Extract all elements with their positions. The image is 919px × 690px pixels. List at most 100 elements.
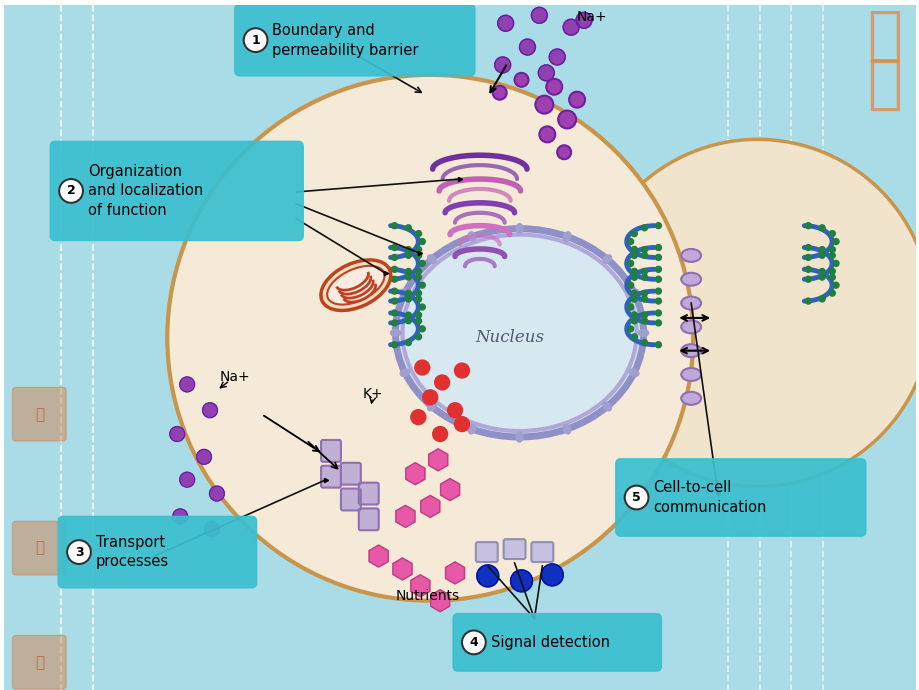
Circle shape bbox=[575, 12, 591, 28]
FancyBboxPatch shape bbox=[234, 4, 474, 76]
Circle shape bbox=[630, 253, 637, 258]
Circle shape bbox=[170, 426, 185, 442]
Circle shape bbox=[405, 318, 411, 324]
Text: Signal detection: Signal detection bbox=[490, 635, 609, 650]
Circle shape bbox=[391, 342, 397, 348]
Circle shape bbox=[510, 570, 532, 592]
FancyBboxPatch shape bbox=[531, 542, 552, 562]
Circle shape bbox=[641, 290, 647, 296]
Circle shape bbox=[411, 410, 425, 424]
Ellipse shape bbox=[395, 228, 643, 437]
Circle shape bbox=[549, 49, 564, 65]
Circle shape bbox=[405, 296, 411, 302]
Circle shape bbox=[627, 282, 633, 288]
Circle shape bbox=[584, 139, 919, 486]
Circle shape bbox=[654, 266, 661, 273]
Circle shape bbox=[414, 360, 429, 375]
Circle shape bbox=[654, 276, 661, 282]
Circle shape bbox=[818, 253, 824, 258]
Circle shape bbox=[627, 304, 633, 310]
Circle shape bbox=[391, 244, 397, 250]
Circle shape bbox=[419, 326, 425, 332]
Circle shape bbox=[818, 274, 824, 280]
Circle shape bbox=[654, 310, 661, 316]
Ellipse shape bbox=[400, 289, 409, 297]
Circle shape bbox=[167, 75, 692, 601]
Ellipse shape bbox=[427, 402, 436, 411]
Circle shape bbox=[415, 268, 421, 275]
Circle shape bbox=[405, 339, 411, 346]
Circle shape bbox=[654, 223, 661, 228]
Circle shape bbox=[654, 298, 661, 304]
Ellipse shape bbox=[602, 255, 611, 264]
Circle shape bbox=[832, 260, 838, 266]
FancyBboxPatch shape bbox=[321, 466, 341, 488]
Text: 吉: 吉 bbox=[35, 541, 44, 555]
Circle shape bbox=[641, 225, 647, 230]
Circle shape bbox=[630, 230, 637, 237]
Circle shape bbox=[391, 320, 397, 326]
Circle shape bbox=[641, 296, 647, 302]
Ellipse shape bbox=[680, 368, 700, 381]
Circle shape bbox=[641, 339, 647, 346]
Circle shape bbox=[654, 320, 661, 326]
Circle shape bbox=[654, 255, 661, 260]
Text: 4: 4 bbox=[469, 636, 478, 649]
Circle shape bbox=[391, 276, 397, 282]
FancyBboxPatch shape bbox=[13, 387, 66, 441]
Circle shape bbox=[405, 225, 411, 230]
Text: Boundary and
permeability barrier: Boundary and permeability barrier bbox=[272, 23, 418, 57]
Circle shape bbox=[531, 8, 547, 23]
Circle shape bbox=[415, 290, 421, 296]
Text: Nucleus: Nucleus bbox=[474, 329, 543, 346]
Ellipse shape bbox=[562, 232, 570, 241]
Circle shape bbox=[391, 310, 397, 316]
Circle shape bbox=[804, 266, 811, 273]
Circle shape bbox=[630, 318, 637, 324]
Circle shape bbox=[204, 522, 219, 537]
Ellipse shape bbox=[516, 432, 522, 442]
Ellipse shape bbox=[680, 344, 700, 357]
Circle shape bbox=[434, 375, 449, 390]
FancyBboxPatch shape bbox=[615, 459, 865, 536]
Circle shape bbox=[804, 244, 811, 250]
Circle shape bbox=[197, 449, 211, 464]
Circle shape bbox=[173, 509, 187, 524]
Circle shape bbox=[630, 275, 637, 280]
Circle shape bbox=[494, 57, 510, 73]
Ellipse shape bbox=[516, 224, 522, 234]
Text: 2: 2 bbox=[66, 184, 75, 197]
Ellipse shape bbox=[321, 260, 391, 310]
Ellipse shape bbox=[602, 402, 611, 411]
Circle shape bbox=[630, 268, 637, 275]
Circle shape bbox=[415, 246, 421, 253]
Circle shape bbox=[454, 417, 469, 431]
Circle shape bbox=[244, 28, 267, 52]
Circle shape bbox=[405, 290, 411, 296]
Circle shape bbox=[540, 564, 562, 586]
Circle shape bbox=[405, 246, 411, 253]
Circle shape bbox=[558, 110, 575, 128]
FancyBboxPatch shape bbox=[321, 440, 341, 462]
Circle shape bbox=[641, 268, 647, 275]
FancyBboxPatch shape bbox=[503, 539, 525, 559]
Text: Nutrients: Nutrients bbox=[395, 589, 460, 603]
Circle shape bbox=[391, 288, 397, 294]
Circle shape bbox=[627, 239, 633, 244]
Circle shape bbox=[641, 312, 647, 318]
Circle shape bbox=[179, 472, 195, 487]
Ellipse shape bbox=[680, 249, 700, 262]
Ellipse shape bbox=[680, 392, 700, 405]
Circle shape bbox=[415, 253, 421, 258]
Text: Na+: Na+ bbox=[576, 10, 607, 24]
Circle shape bbox=[641, 274, 647, 280]
Text: 吉: 吉 bbox=[35, 406, 44, 422]
Text: Organization
and localization
of function: Organization and localization of functio… bbox=[88, 164, 203, 218]
Circle shape bbox=[557, 146, 571, 159]
Circle shape bbox=[818, 225, 824, 230]
Circle shape bbox=[627, 260, 633, 266]
Text: 庆: 庆 bbox=[867, 57, 902, 113]
Circle shape bbox=[562, 19, 578, 35]
Circle shape bbox=[476, 565, 498, 586]
Polygon shape bbox=[445, 562, 464, 584]
